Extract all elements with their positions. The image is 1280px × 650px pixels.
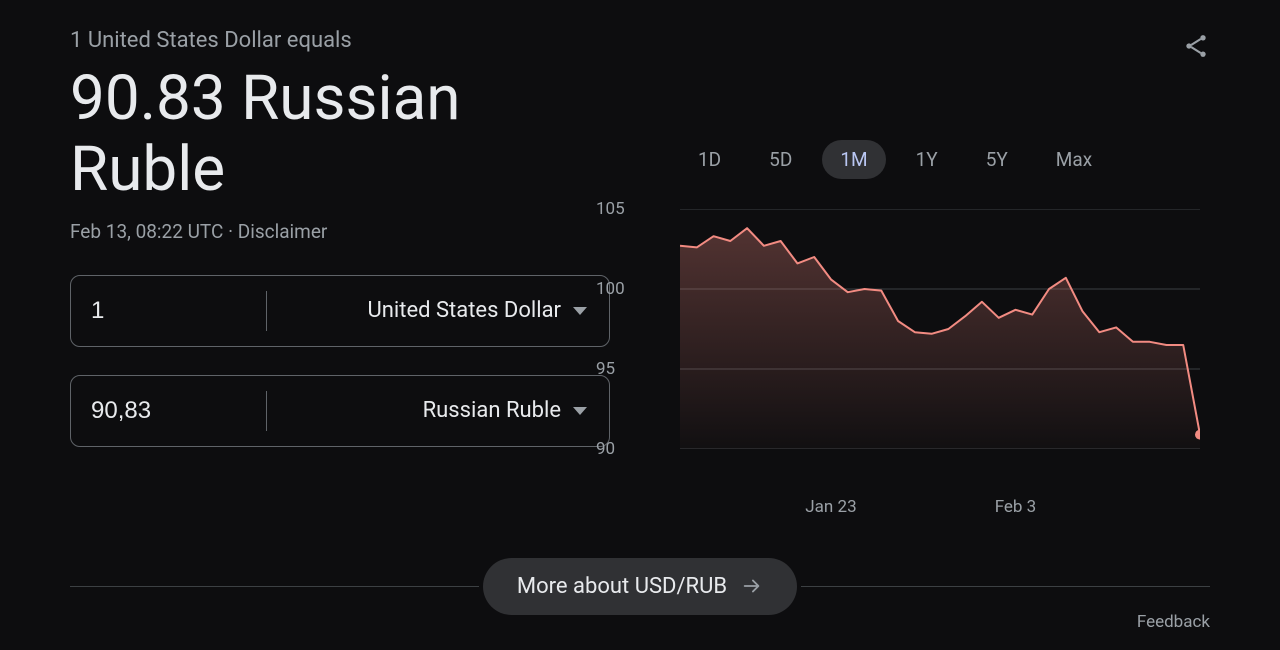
from-amount-input[interactable] — [71, 276, 266, 346]
conversion-headline: 90.83 Russian Ruble — [70, 63, 610, 206]
to-row: Russian Ruble — [70, 375, 610, 447]
share-icon[interactable] — [1182, 32, 1210, 60]
y-axis-label: 90 — [596, 439, 615, 459]
y-axis-label: 100 — [596, 279, 625, 299]
conversion-subtitle: 1 United States Dollar equals — [70, 28, 1210, 53]
disclaimer-link[interactable]: Disclaimer — [238, 220, 328, 243]
x-axis-label: Feb 3 — [995, 497, 1037, 517]
feedback-link[interactable]: Feedback — [1137, 612, 1210, 632]
range-tab-1m[interactable]: 1M — [822, 140, 885, 179]
chevron-down-icon — [573, 407, 587, 415]
arrow-right-icon — [741, 575, 763, 597]
range-tab-5y[interactable]: 5Y — [968, 140, 1026, 179]
y-axis-label: 95 — [596, 359, 615, 379]
to-currency-select[interactable]: Russian Ruble — [267, 376, 609, 446]
range-tab-5d[interactable]: 5D — [751, 140, 810, 179]
chevron-down-icon — [573, 307, 587, 315]
from-currency-select[interactable]: United States Dollar — [267, 276, 609, 346]
range-tab-1y[interactable]: 1Y — [898, 140, 956, 179]
to-currency-label: Russian Ruble — [423, 398, 561, 423]
rate-chart: 1051009590Jan 23Feb 3 — [640, 209, 1200, 489]
divider — [801, 586, 1210, 587]
more-about-label: More about USD/RUB — [517, 574, 727, 599]
x-axis-label: Jan 23 — [805, 497, 856, 517]
timestamp: Feb 13, 08:22 UTC — [70, 220, 223, 243]
divider — [70, 586, 479, 587]
range-tab-1d[interactable]: 1D — [680, 140, 739, 179]
bottom-bar: More about USD/RUB — [70, 556, 1210, 616]
to-amount-input[interactable] — [71, 376, 266, 446]
range-tabs: 1D 5D 1M 1Y 5Y Max — [680, 140, 1200, 179]
y-axis-label: 105 — [596, 199, 625, 219]
from-currency-label: United States Dollar — [368, 298, 562, 323]
more-about-button[interactable]: More about USD/RUB — [483, 558, 797, 615]
range-tab-max[interactable]: Max — [1038, 140, 1110, 179]
from-row: United States Dollar — [70, 275, 610, 347]
